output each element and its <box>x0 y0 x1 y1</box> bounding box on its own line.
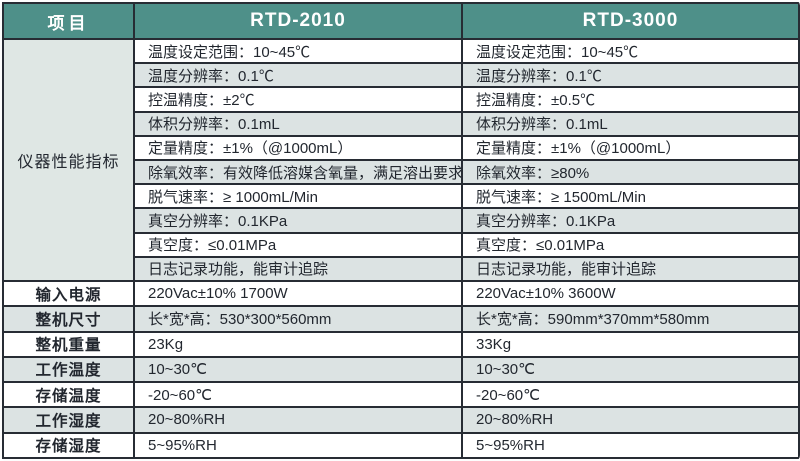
spec-value-rtd2010: 5~95%RH <box>133 431 463 460</box>
spec-value-rtd2010: 长*宽*高：530*300*560mm <box>133 305 463 333</box>
table-row: 工作温度 10~30℃ 10~30℃ <box>2 355 800 384</box>
table-row: 真空度：≤0.01MPa 真空度：≤0.01MPa <box>3 231 800 258</box>
header-item-cell: 项目 <box>2 2 135 40</box>
table-row: 工作湿度 20~80%RH 20~80%RH <box>2 406 800 434</box>
table-row: 整机尺寸 长*宽*高：530*300*560mm 长*宽*高：590mm*370… <box>2 305 800 333</box>
spec-value-rtd3000: 日志记录功能，能审计追踪 <box>461 255 800 283</box>
spec-value-rtd2010: 日志记录功能，能审计追踪 <box>133 255 463 283</box>
performance-group-label: 仪器性能指标 <box>2 37 135 283</box>
spec-value-rtd3000: 20~80%RH <box>461 406 800 434</box>
table-row: 除氧效率：有效降低溶媒含氧量，满足溶出要求 除氧效率：≥80% <box>3 159 800 186</box>
spec-value-rtd3000: 脱气速率：≥ 1500mL/Min <box>461 183 800 210</box>
spec-value-rtd2010: 体积分辨率：0.1mL <box>133 110 463 137</box>
spec-value-rtd3000: 体积分辨率：0.1mL <box>461 110 800 137</box>
spec-value-rtd3000: 控温精度：±0.5℃ <box>461 86 800 113</box>
spec-value-rtd3000: 真空分辨率：0.1KPa <box>461 207 800 234</box>
spec-value-rtd3000: -20~60℃ <box>461 381 800 409</box>
spec-value-rtd3000: 除氧效率：≥80% <box>461 159 800 186</box>
row-label: 工作湿度 <box>2 406 135 434</box>
table-row: 存储湿度 5~95%RH 5~95%RH <box>2 431 800 460</box>
table-row: 输入电源 220Vac±10% 1700W 220Vac±10% 3600W <box>2 280 800 308</box>
spec-value-rtd2010: 10~30℃ <box>133 355 463 384</box>
spec-value-rtd3000: 33Kg <box>461 330 800 358</box>
header-rtd3000-cell: RTD-3000 <box>461 2 800 40</box>
spec-value-rtd3000: 温度分辨率：0.1℃ <box>461 62 800 89</box>
spec-value-rtd2010: 控温精度：±2℃ <box>133 86 463 113</box>
header-row: 项目 RTD-2010 RTD-3000 <box>2 2 800 40</box>
spec-value-rtd3000: 长*宽*高：590mm*370mm*580mm <box>461 305 800 333</box>
row-label: 整机尺寸 <box>2 305 135 333</box>
header-rtd2010-cell: RTD-2010 <box>133 2 463 40</box>
spec-value-rtd3000: 真空度：≤0.01MPa <box>461 231 800 258</box>
spec-value-rtd3000: 220Vac±10% 3600W <box>461 280 800 308</box>
spec-value-rtd3000: 定量精度：±1%（@1000mL） <box>461 134 800 162</box>
row-label: 存储温度 <box>2 381 135 409</box>
table-row: 体积分辨率：0.1mL 体积分辨率：0.1mL <box>3 110 800 137</box>
table-row: 整机重量 23Kg 33Kg <box>2 330 800 358</box>
table-row: 温度分辨率：0.1℃ 温度分辨率：0.1℃ <box>3 62 800 89</box>
spec-value-rtd2010: 温度设定范围：10~45℃ <box>133 37 463 65</box>
spec-value-rtd2010: 220Vac±10% 1700W <box>133 280 463 308</box>
table-row: 真空分辨率：0.1KPa 真空分辨率：0.1KPa <box>3 207 800 234</box>
spec-value-rtd3000: 10~30℃ <box>461 355 800 384</box>
spec-value-rtd2010: 脱气速率：≥ 1000mL/Min <box>133 183 463 210</box>
spec-value-rtd2010: 23Kg <box>133 330 463 358</box>
spec-value-rtd2010: 真空分辨率：0.1KPa <box>133 207 463 234</box>
spec-value-rtd3000: 5~95%RH <box>461 431 800 460</box>
spec-value-rtd2010: -20~60℃ <box>133 381 463 409</box>
table-row: 仪器性能指标 温度设定范围：10~45℃ 温度设定范围：10~45℃ <box>2 37 800 283</box>
row-label: 输入电源 <box>2 280 135 308</box>
spec-value-rtd2010: 定量精度：±1%（@1000mL） <box>133 134 463 162</box>
row-label: 存储湿度 <box>2 431 135 460</box>
table-row: 存储温度 -20~60℃ -20~60℃ <box>2 381 800 409</box>
row-label: 工作温度 <box>2 355 135 384</box>
spec-value-rtd3000: 温度设定范围：10~45℃ <box>461 37 800 65</box>
spec-value-rtd2010: 20~80%RH <box>133 406 463 434</box>
spec-value-rtd2010: 温度分辨率：0.1℃ <box>133 62 463 89</box>
table-row: 脱气速率：≥ 1000mL/Min 脱气速率：≥ 1500mL/Min <box>3 183 800 210</box>
table-row: 控温精度：±2℃ 控温精度：±0.5℃ <box>3 86 800 113</box>
spec-value-rtd2010: 除氧效率：有效降低溶媒含氧量，满足溶出要求 <box>133 159 463 186</box>
spec-value-rtd2010: 真空度：≤0.01MPa <box>133 231 463 258</box>
table-row: 日志记录功能，能审计追踪 日志记录功能，能审计追踪 <box>3 255 800 283</box>
table-row: 定量精度：±1%（@1000mL） 定量精度：±1%（@1000mL） <box>3 134 800 162</box>
row-label: 整机重量 <box>2 330 135 358</box>
